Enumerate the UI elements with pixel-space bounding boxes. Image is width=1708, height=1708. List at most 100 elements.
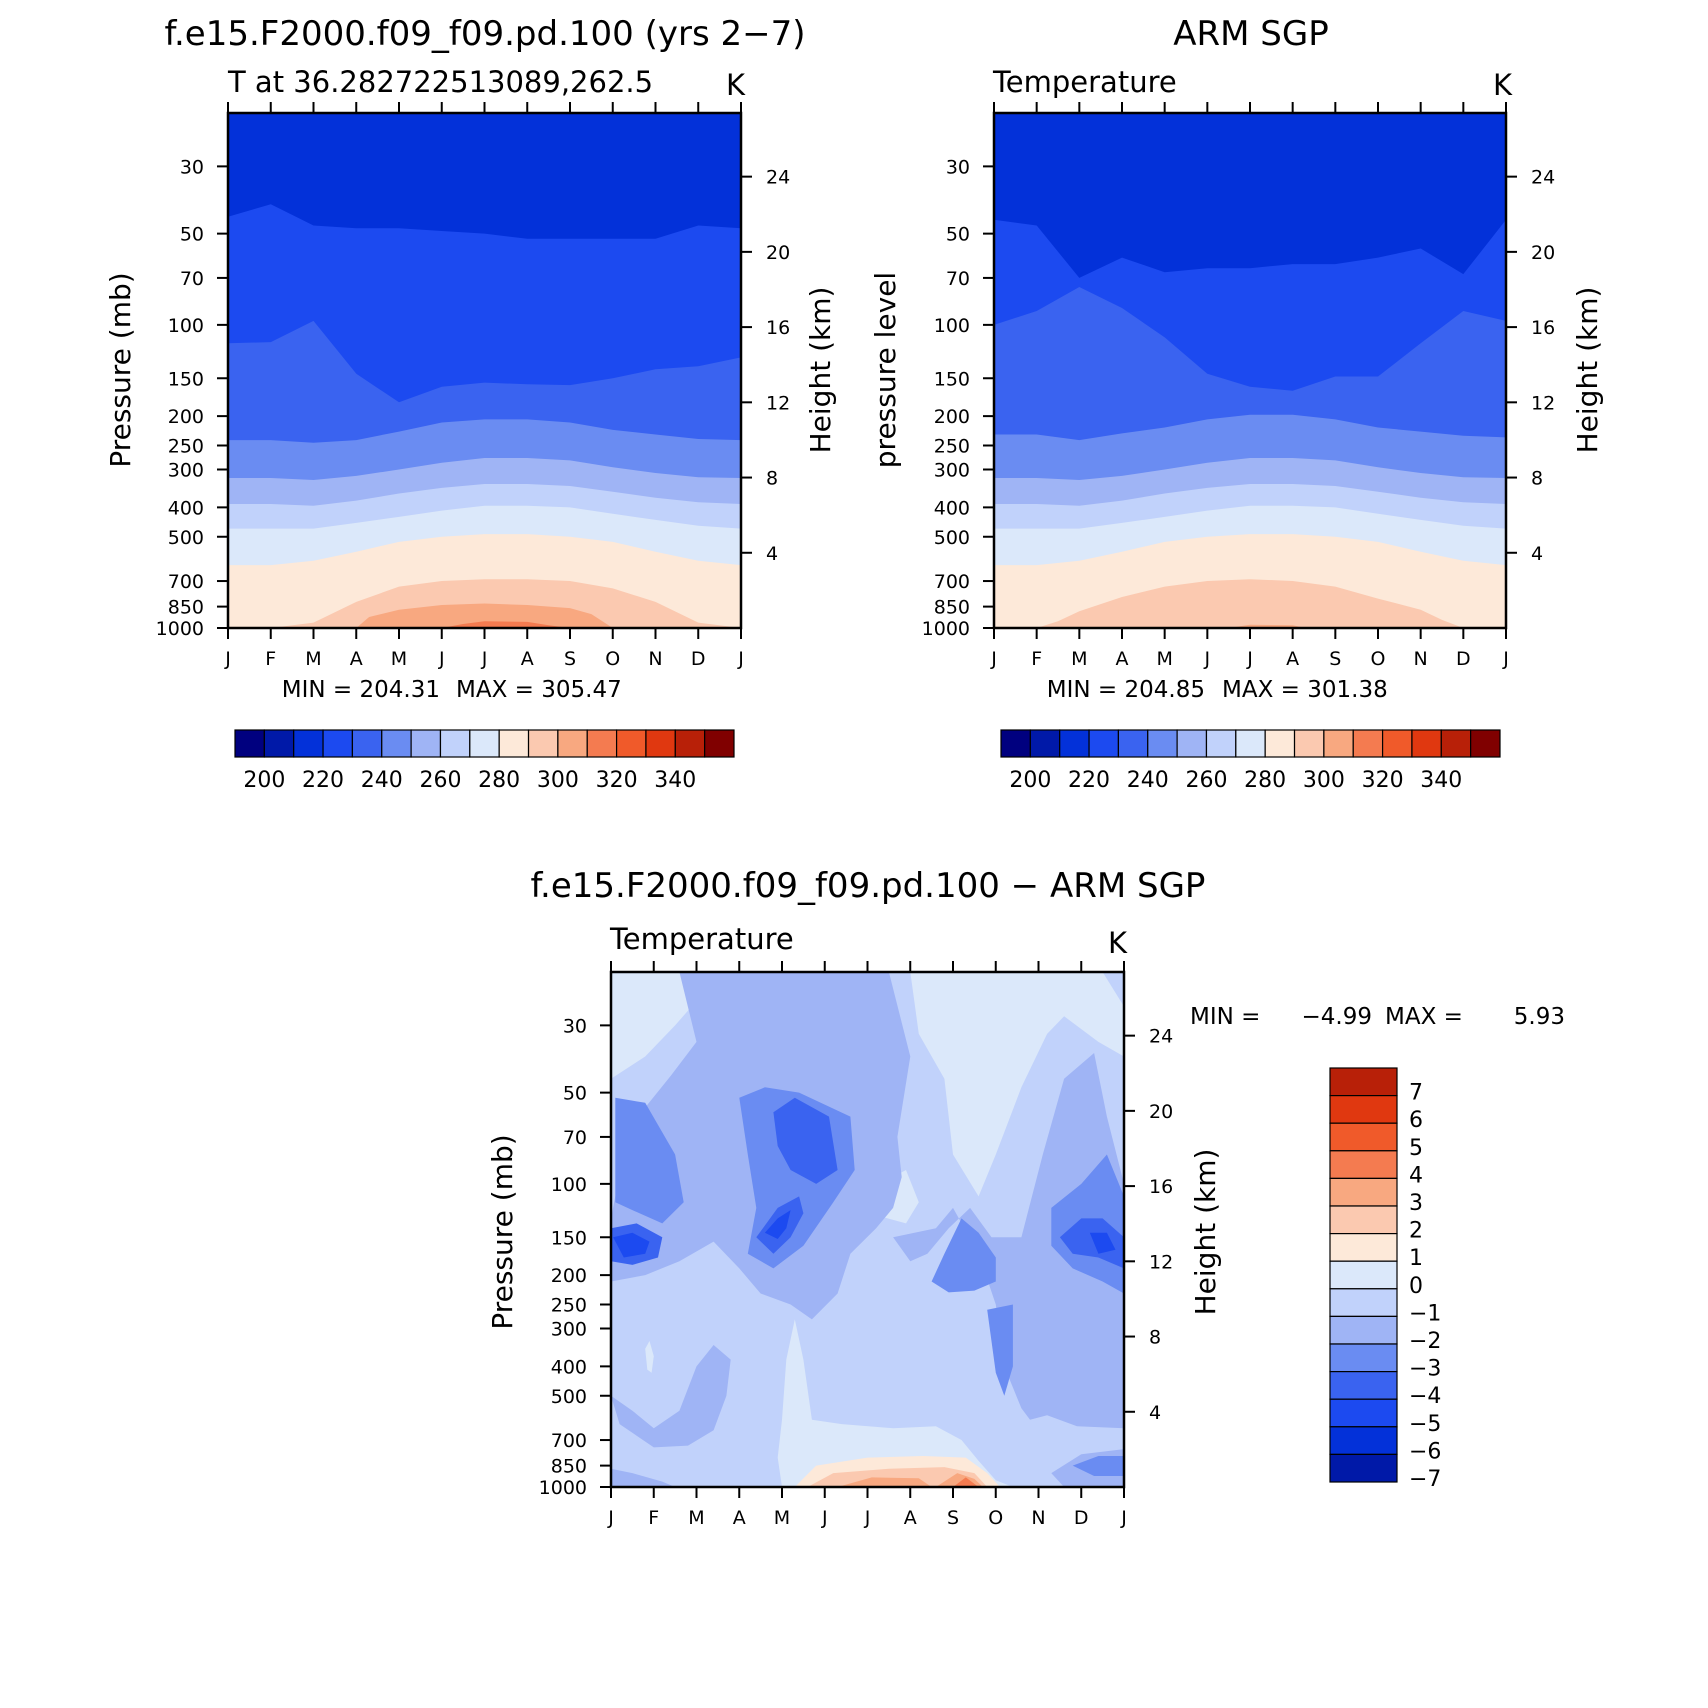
- panel-obs-max: MAX = 301.38: [1222, 677, 1388, 703]
- colorbar-box: [1329, 1315, 1398, 1345]
- colorbar-label: 260: [1185, 768, 1227, 793]
- height-tick-label: 16: [766, 317, 790, 339]
- colorbar-label: 280: [478, 768, 520, 793]
- colorbar-box: [498, 729, 530, 758]
- y-tick-label: 150: [168, 368, 204, 390]
- contour-region-16: [615, 1097, 684, 1224]
- x-tick-label: D: [691, 648, 706, 670]
- x-tick-label: M: [774, 1507, 790, 1529]
- colorbar-label: 3: [1409, 1191, 1423, 1216]
- colorbar-box: [1029, 729, 1061, 758]
- colorbar-box: [1329, 1398, 1398, 1428]
- colorbar-box: [1117, 729, 1149, 758]
- contour-region-10: [953, 1477, 979, 1487]
- x-tick-label: J: [821, 1507, 828, 1529]
- colorbar-box: [1329, 1370, 1398, 1400]
- contour-region-1: [910, 972, 1124, 1197]
- y-tick-label: 1000: [156, 618, 204, 640]
- y-tick-label: 500: [168, 527, 204, 549]
- height-tick-label: 24: [1149, 1026, 1173, 1048]
- panel-model-min: MIN = 204.31: [282, 677, 440, 703]
- y-tick-label: 400: [168, 497, 204, 519]
- colorbar-box: [322, 729, 354, 758]
- x-tick-label: N: [1414, 648, 1428, 670]
- contour-band-290: [1036, 579, 1464, 628]
- colorbar-label: 320: [596, 768, 638, 793]
- colorbar-label: 4: [1409, 1163, 1423, 1188]
- panel-obs-plot-area: [994, 113, 1506, 628]
- colorbar-label: 220: [1068, 768, 1110, 793]
- colorbar-box: [1088, 729, 1120, 758]
- y-tick-label: 300: [934, 460, 970, 482]
- colorbar-box: [1329, 1288, 1398, 1318]
- y-tick-label: 200: [168, 406, 204, 428]
- colorbar-box: [1470, 729, 1501, 758]
- x-tick-label: A: [521, 648, 534, 670]
- colorbar-box: [1329, 1067, 1398, 1097]
- x-tick-label: S: [947, 1507, 959, 1529]
- colorbar-box: [1059, 729, 1090, 758]
- colorbar-label: −3: [1409, 1357, 1441, 1382]
- panel-diff-subtitle: Temperature: [609, 922, 794, 956]
- colorbar-box: [557, 729, 588, 758]
- y-tick-label: 150: [934, 368, 970, 390]
- x-tick-label: D: [1074, 1507, 1089, 1529]
- y-tick-label: 50: [946, 224, 970, 246]
- colorbar-box: [234, 729, 265, 758]
- panel-obs-colorbar: 200 220 240 260 280 300 320 340: [1000, 729, 1501, 793]
- height-tick-label: 8: [1531, 468, 1543, 490]
- colorbar-box: [1329, 1343, 1398, 1373]
- contour-region-14: [611, 1468, 676, 1487]
- x-tick-label: S: [564, 648, 576, 670]
- colorbar-box: [1147, 729, 1178, 758]
- x-tick-label: J: [438, 648, 445, 670]
- contour-band-300: [356, 603, 613, 628]
- colorbar-box: [1352, 729, 1384, 758]
- colorbar-box: [263, 729, 295, 758]
- y-tick-label: 400: [934, 497, 970, 519]
- colorbar-label: 300: [537, 768, 579, 793]
- colorbar-label: 220: [302, 768, 344, 793]
- panel-model: f.e15.F2000.f09_f09.pd.100 (yrs 2−7) T a…: [104, 14, 837, 793]
- colorbar-box: [1329, 1453, 1398, 1483]
- panel-obs-ylabel-right: Height (km): [1571, 287, 1604, 454]
- x-tick-label: D: [1456, 648, 1471, 670]
- x-tick-label: O: [605, 648, 620, 670]
- x-tick-label: J: [607, 1507, 614, 1529]
- colorbar-label: 260: [419, 768, 461, 793]
- panel-diff-max-label: MAX =: [1385, 1004, 1463, 1030]
- colorbar-label: −6: [1409, 1439, 1441, 1464]
- y-tick-label: 300: [168, 460, 204, 482]
- x-tick-label: O: [988, 1507, 1003, 1529]
- colorbar-label: −1: [1409, 1301, 1441, 1326]
- y-tick-label: 100: [934, 315, 970, 337]
- x-tick-label: M: [305, 648, 321, 670]
- panel-diff: f.e15.F2000.f09_f09.pd.100 − ARM SGP Tem…: [486, 866, 1565, 1529]
- contour-region-3: [777, 1319, 1013, 1487]
- panel-model-units: K: [726, 68, 746, 102]
- contour-region-19: [987, 1304, 1013, 1396]
- colorbar-box: [1329, 1260, 1398, 1290]
- y-tick-label: 1000: [539, 1477, 587, 1499]
- height-tick-label: 4: [1531, 543, 1543, 565]
- colorbar-box: [1411, 729, 1442, 758]
- panel-model-title: f.e15.F2000.f09_f09.pd.100 (yrs 2−7): [164, 14, 805, 54]
- height-tick-label: 4: [766, 543, 778, 565]
- colorbar-box: [1329, 1150, 1398, 1180]
- height-tick-label: 12: [766, 392, 790, 414]
- panel-diff-title: f.e15.F2000.f09_f09.pd.100 − ARM SGP: [531, 866, 1206, 906]
- colorbar-box: [1381, 729, 1413, 758]
- colorbar-box: [615, 729, 647, 758]
- x-tick-label: M: [391, 648, 407, 670]
- colorbar-box: [1329, 1094, 1398, 1124]
- height-tick-label: 20: [1531, 242, 1555, 264]
- colorbar-box: [1000, 729, 1031, 758]
- y-tick-label: 200: [934, 406, 970, 428]
- colorbar-label: 340: [654, 768, 696, 793]
- panel-diff-ylabel-right: Height (km): [1189, 1149, 1222, 1316]
- colorbar-box: [1323, 729, 1354, 758]
- x-tick-label: A: [904, 1507, 917, 1529]
- colorbar-box: [1205, 729, 1237, 758]
- height-tick-label: 20: [1149, 1101, 1173, 1123]
- height-tick-label: 24: [1531, 167, 1555, 189]
